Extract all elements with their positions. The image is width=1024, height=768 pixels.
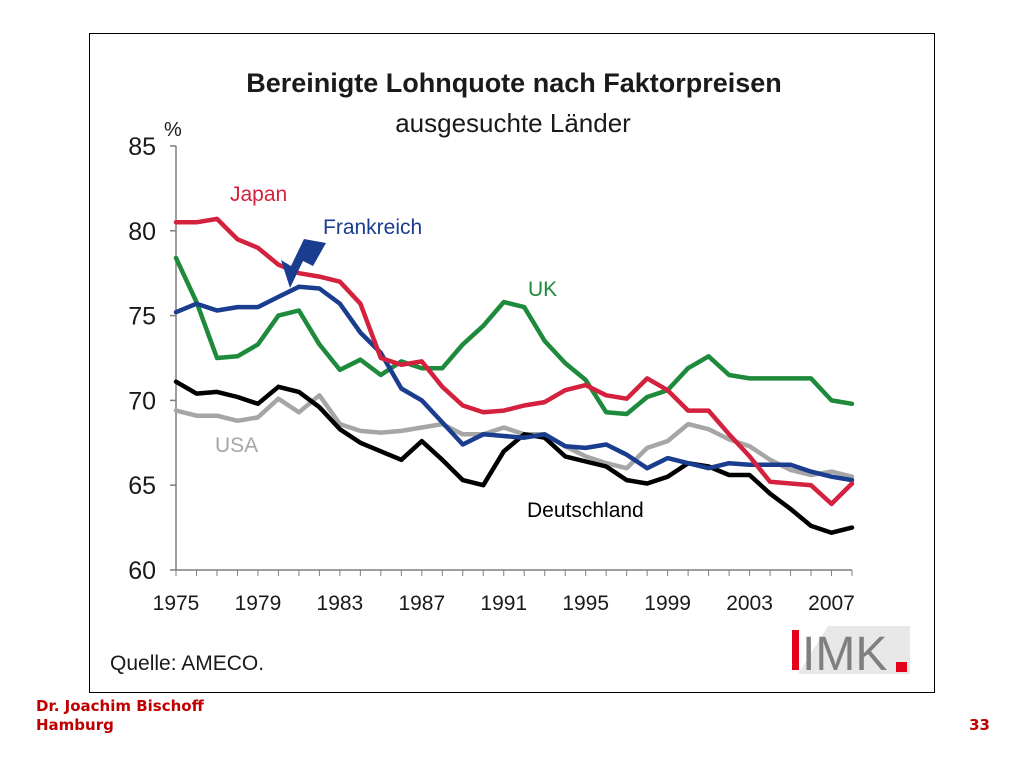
- x-tick-label: 1979: [235, 592, 282, 615]
- chart-title: Bereinigte Lohnquote nach Faktorpreisen: [246, 68, 782, 98]
- series-label-frankreich: Frankreich: [323, 216, 422, 239]
- y-axis-unit: %: [164, 119, 182, 141]
- imk-logo: IMK: [788, 626, 910, 674]
- series-line-deutschland: [173, 379, 855, 535]
- series-label-deutschland: Deutschland: [527, 499, 644, 522]
- series-label-uk: UK: [528, 278, 557, 301]
- chart-frame: Bereinigte Lohnquote nach Faktorpreisen …: [89, 33, 935, 693]
- series-line-uk: [173, 255, 855, 417]
- line-chart: Bereinigte Lohnquote nach Faktorpreisen …: [110, 68, 855, 675]
- x-tick-label: 1999: [644, 592, 691, 615]
- series-label-usa: USA: [215, 434, 258, 457]
- page-number: 33: [969, 716, 990, 734]
- logo-text: IMK: [802, 628, 887, 674]
- x-tick-label: 1983: [317, 592, 364, 615]
- footer-author: Dr. Joachim Bischoff Hamburg: [36, 697, 204, 735]
- chart-subtitle: ausgesuchte Länder: [395, 108, 631, 138]
- x-tick-label: 1991: [480, 592, 527, 615]
- author-name: Dr. Joachim Bischoff: [36, 697, 204, 715]
- y-tick-label: 65: [128, 472, 156, 500]
- series-label-japan: Japan: [230, 183, 287, 206]
- logo-accent-bar: [792, 630, 799, 670]
- y-tick-label: 75: [128, 303, 156, 331]
- y-tick-label: 85: [128, 133, 156, 161]
- x-tick-label: 2003: [726, 592, 773, 615]
- source-note: Quelle: AMECO.: [110, 652, 264, 675]
- x-tick-label: 1987: [398, 592, 445, 615]
- arrow-icon: [281, 239, 326, 288]
- y-tick-label: 60: [128, 557, 156, 585]
- series-line-japan: [173, 216, 855, 507]
- axes: 60 65 70 75 80 85 1975 1979 1983 1987 1991 1995 1999…: [128, 133, 855, 615]
- series-lines: [173, 216, 855, 535]
- logo-accent-square: [896, 662, 907, 672]
- x-tick-label: 1975: [153, 592, 200, 615]
- logo-background-shape: [798, 626, 910, 674]
- series-line-frankreich: [173, 284, 855, 483]
- y-tick-label: 80: [128, 218, 156, 246]
- y-tick-label: 70: [128, 387, 156, 415]
- author-city: Hamburg: [36, 716, 114, 734]
- x-tick-label: 2007: [808, 592, 855, 615]
- x-tick-label: 1995: [562, 592, 609, 615]
